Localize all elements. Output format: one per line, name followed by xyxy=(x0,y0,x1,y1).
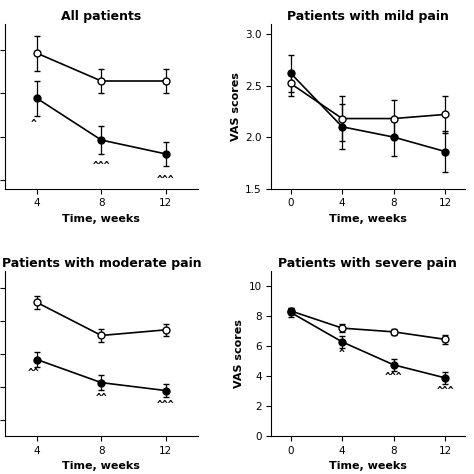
Text: ^^^: ^^^ xyxy=(437,386,454,396)
Text: ^: ^ xyxy=(339,349,345,359)
Text: ^^^: ^^^ xyxy=(385,372,402,382)
Y-axis label: VAS scores: VAS scores xyxy=(234,319,244,388)
X-axis label: Time, weeks: Time, weeks xyxy=(329,214,407,224)
Title: Patients with severe pain: Patients with severe pain xyxy=(279,257,457,270)
Text: ^^: ^^ xyxy=(28,368,40,378)
Title: Patients with mild pain: Patients with mild pain xyxy=(287,9,449,23)
Text: ^^^: ^^^ xyxy=(157,400,174,410)
Title: Patients with moderate pain: Patients with moderate pain xyxy=(1,257,201,270)
Title: All patients: All patients xyxy=(61,9,141,23)
Text: ^^: ^^ xyxy=(95,392,107,402)
Text: ^^^: ^^^ xyxy=(157,175,174,185)
Text: ^: ^ xyxy=(31,119,36,129)
Text: ^^^: ^^^ xyxy=(92,161,110,171)
X-axis label: Time, weeks: Time, weeks xyxy=(63,214,140,224)
X-axis label: Time, weeks: Time, weeks xyxy=(63,461,140,471)
Y-axis label: VAS scores: VAS scores xyxy=(231,72,241,141)
X-axis label: Time, weeks: Time, weeks xyxy=(329,461,407,471)
